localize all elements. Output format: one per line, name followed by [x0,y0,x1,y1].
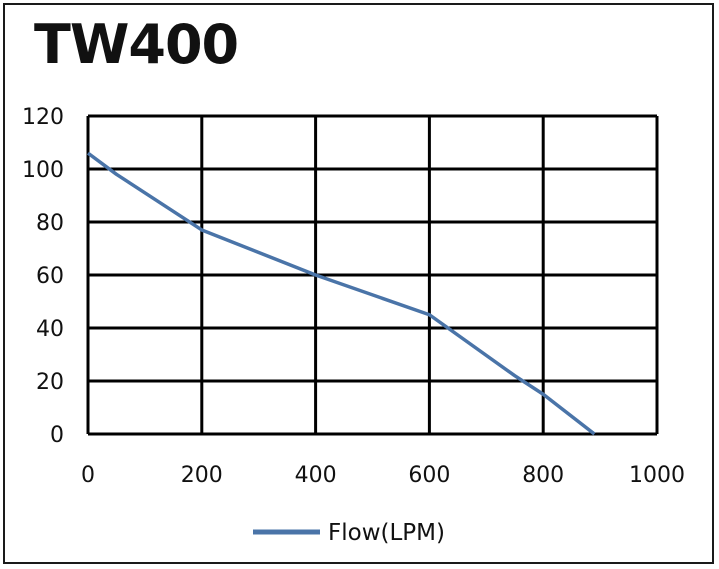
x-tick-label: 800 [522,463,564,488]
x-tick-label: 0 [81,463,95,488]
y-tick-label: 60 [36,264,64,289]
y-tick-label: 120 [22,105,64,130]
y-tick-label: 40 [36,317,64,342]
chart-frame [3,3,714,564]
x-tick-label: 400 [295,463,337,488]
series-line [86,151,596,436]
y-tick-label: 20 [36,370,64,395]
legend-label: Flow(LPM) [328,520,445,546]
x-tick-label: 600 [408,463,450,488]
y-tick-label: 0 [50,423,64,448]
chart-title: TW400 [34,13,239,76]
x-tick-label: 200 [181,463,223,488]
y-tick-label: 100 [22,158,64,183]
x-tick-label: 1000 [629,463,685,488]
y-tick-label: 80 [36,211,64,236]
